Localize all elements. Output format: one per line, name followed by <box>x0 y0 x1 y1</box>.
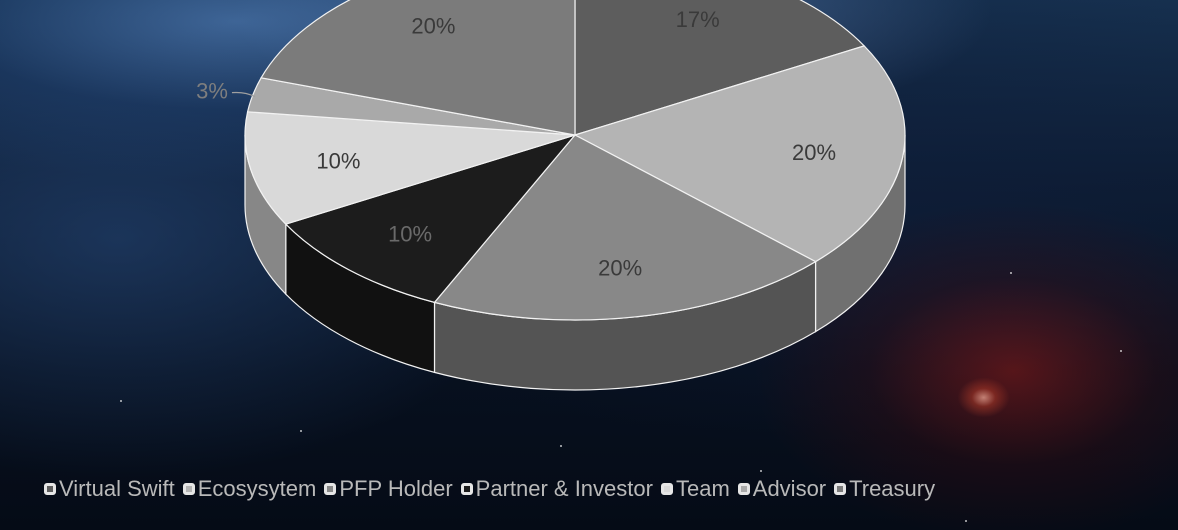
star <box>120 400 122 402</box>
legend-item-partner-investor: Partner & Investor <box>460 476 653 502</box>
star <box>1010 272 1012 274</box>
legend-item-advisor: Advisor <box>737 476 827 502</box>
legend-label: Partner & Investor <box>475 476 653 501</box>
star <box>300 430 302 432</box>
legend-item-treasury: Treasury <box>834 476 935 502</box>
value-label-ecosysytem: 20% <box>792 140 836 165</box>
pie-slice-partner-investor <box>284 133 577 304</box>
legend-item-team: Team <box>660 476 730 502</box>
pie-tops <box>244 0 906 321</box>
pie-slice-virtual-swift <box>574 0 866 136</box>
legend-swatch <box>834 483 847 495</box>
legend-label: Treasury <box>849 476 936 501</box>
star <box>560 445 562 447</box>
value-label-advisor: 3% <box>196 79 228 104</box>
legend-swatch <box>182 483 195 495</box>
star <box>760 470 762 472</box>
legend-item-virtual-swift: Virtual Swift <box>44 476 175 502</box>
legend-label: Virtual Swift <box>59 476 175 501</box>
pie-slice-ecosysytem <box>573 45 906 263</box>
legend-item-pfp-holder: PFP Holder <box>324 476 453 502</box>
value-label-virtual-swift: 17% <box>676 7 720 32</box>
value-label-team: 10% <box>316 148 360 173</box>
legend-swatch <box>460 483 473 495</box>
value-label-treasury: 20% <box>411 14 455 39</box>
legend-label: Advisor <box>752 476 827 501</box>
legend-label: Ecosysytem <box>197 476 317 501</box>
star <box>1120 350 1122 352</box>
leader-line-advisor <box>231 91 256 98</box>
star <box>965 520 967 522</box>
legend-label: Team <box>675 476 730 501</box>
pie-sides <box>244 134 906 391</box>
legend-swatch <box>737 483 750 495</box>
pie-slice-team <box>244 111 576 225</box>
legend: Virtual Swift Ecosysytem PFP Holder Partner… <box>44 474 1144 504</box>
value-label-pfp-holder: 20% <box>598 256 642 281</box>
pie-slice-pfp-holder <box>433 134 817 321</box>
pie-value-labels: 17% 20% 20% 10% 10% 3% 20% <box>196 7 836 281</box>
pie-slice-treasury <box>260 0 576 136</box>
legend-swatch <box>44 483 56 495</box>
legend-label: PFP Holder <box>339 476 453 501</box>
legend-swatch <box>660 483 673 495</box>
legend-item-ecosysytem: Ecosysytem <box>182 476 317 502</box>
legend-swatch <box>324 483 337 495</box>
value-label-partner-investor: 10% <box>388 221 432 246</box>
